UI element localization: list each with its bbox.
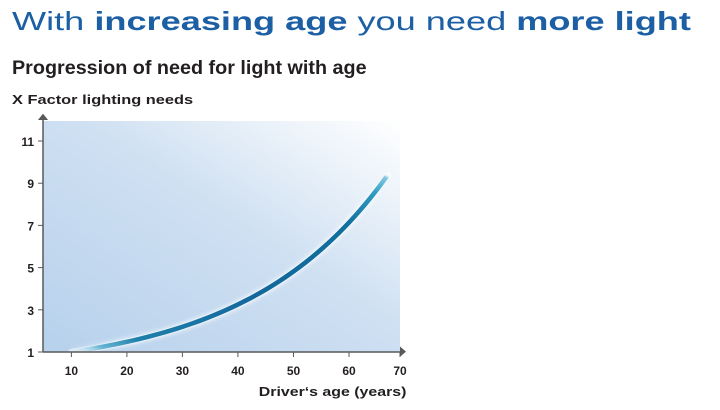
- svg-text:5: 5: [27, 262, 34, 276]
- svg-text:3: 3: [27, 304, 34, 318]
- svg-text:40: 40: [231, 364, 245, 378]
- svg-text:30: 30: [176, 364, 190, 378]
- svg-text:11: 11: [21, 135, 34, 149]
- svg-text:9: 9: [27, 177, 34, 191]
- svg-text:70: 70: [393, 364, 407, 378]
- svg-text:7: 7: [27, 219, 34, 233]
- svg-text:50: 50: [287, 364, 301, 378]
- svg-text:60: 60: [342, 364, 356, 378]
- svg-text:1: 1: [27, 346, 34, 360]
- svg-text:Driver‘s age (years): Driver‘s age (years): [259, 385, 407, 399]
- svg-text:10: 10: [65, 364, 79, 378]
- svg-text:20: 20: [120, 364, 134, 378]
